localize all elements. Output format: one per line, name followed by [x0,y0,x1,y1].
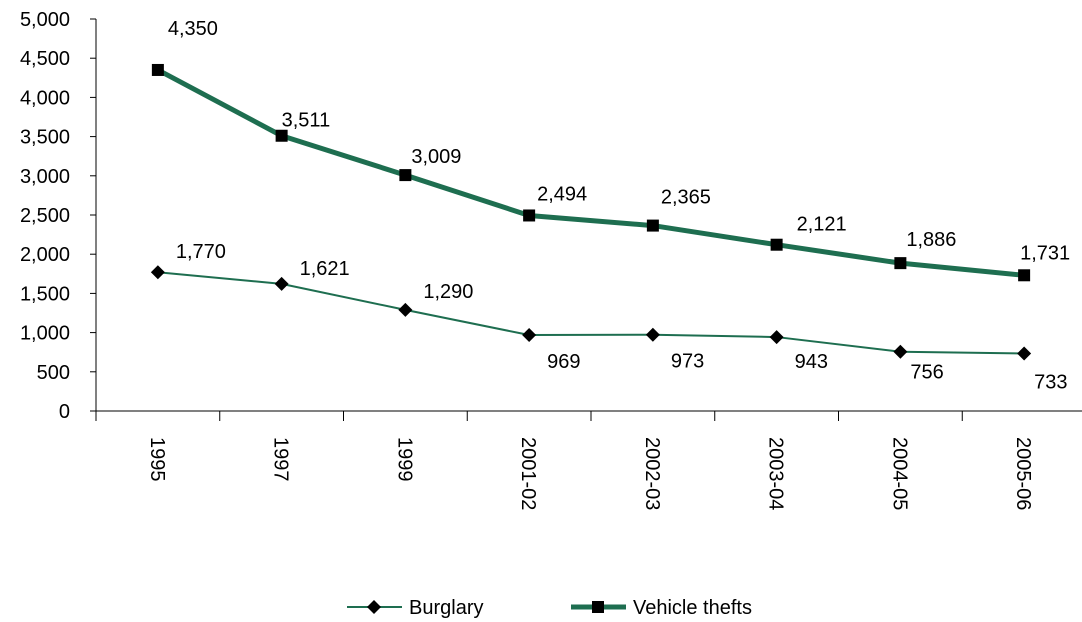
vehicle-thefts-data-label: 2,121 [797,214,847,236]
vehicle-thefts-point [151,63,164,76]
burglary-point [893,344,908,359]
legend-square-marker [592,601,604,613]
burglary-point [1017,346,1032,361]
legend-diamond-marker [367,600,381,614]
burglary-point [150,265,165,280]
vehicle-thefts-point [646,219,659,232]
y-tick-label: 5,000 [20,9,70,31]
burglary-data-label: 756 [910,362,943,384]
vehicle-thefts-data-label: 1,886 [906,229,956,251]
legend: Burglary Vehicle thefts [347,597,752,619]
burglary-point [769,330,784,345]
burglary-point [522,328,537,343]
x-tick-label: 2002-03 [641,437,663,510]
series-group: 1,770 1,621 1,290 969 973 943 756 733 4,350 3,511… [150,18,1070,394]
burglary-data-label: 969 [547,351,580,373]
burglary-data-label: 733 [1034,372,1067,394]
y-tick-label: 3,000 [20,166,70,188]
vehicle-thefts-point [523,209,536,222]
x-tick-label: 2004-05 [888,437,910,510]
vehicle-thefts-line [156,67,1025,278]
burglary-data-label: 973 [671,351,704,373]
y-tick-label: 1,000 [20,323,70,345]
vehicle-thefts-data-label: 2,365 [661,187,711,209]
x-tick-label: 1995 [146,437,168,482]
y-tick-label: 1,500 [20,283,70,305]
y-tick-label: 3,500 [20,127,70,149]
vehicle-thefts-point [1018,269,1031,282]
burglary-line [157,271,1025,355]
vehicle-thefts-data-label: 2,494 [537,183,587,205]
y-tick-label: 500 [37,362,70,384]
y-tick-label: 4,500 [20,48,70,70]
vehicle-thefts-point [770,238,783,251]
y-tick-label: 0 [59,401,70,423]
x-tick-label: 2001-02 [517,437,539,510]
x-axis: 1995 1997 1999 2001-02 2002-03 2003-04 2004-05… [95,410,1082,510]
burglary-data-label: 1,770 [176,241,226,263]
burglary-data-label: 1,621 [300,258,350,280]
legend-label: Vehicle thefts [633,597,752,619]
burglary-data-label: 1,290 [423,281,473,303]
burglary-point [274,276,289,291]
vehicle-thefts-data-label: 1,731 [1020,242,1070,264]
vehicle-thefts-data-label: 3,009 [411,146,461,168]
burglary-point [645,327,660,342]
y-tick-label: 2,000 [20,244,70,266]
vehicle-thefts-point [399,169,412,182]
y-axis: 0 500 1,000 1,500 2,000 2,500 3,000 3,500 4,000 4… [20,9,97,423]
burglary-data-label: 943 [795,351,828,373]
vehicle-thefts-data-label: 3,511 [282,110,331,132]
legend-label: Burglary [409,597,483,619]
burglary-point [398,302,413,317]
y-tick-label: 2,500 [20,205,70,227]
vehicle-thefts-point [275,129,288,142]
x-tick-label: 1999 [393,437,415,482]
x-tick-label: 2003-04 [765,437,787,510]
y-tick-label: 4,000 [20,87,70,109]
x-tick-label: 2005-06 [1012,437,1034,510]
x-tick-label: 1997 [270,437,292,482]
vehicle-thefts-data-label: 4,350 [168,18,218,40]
vehicle-thefts-point [894,257,907,270]
